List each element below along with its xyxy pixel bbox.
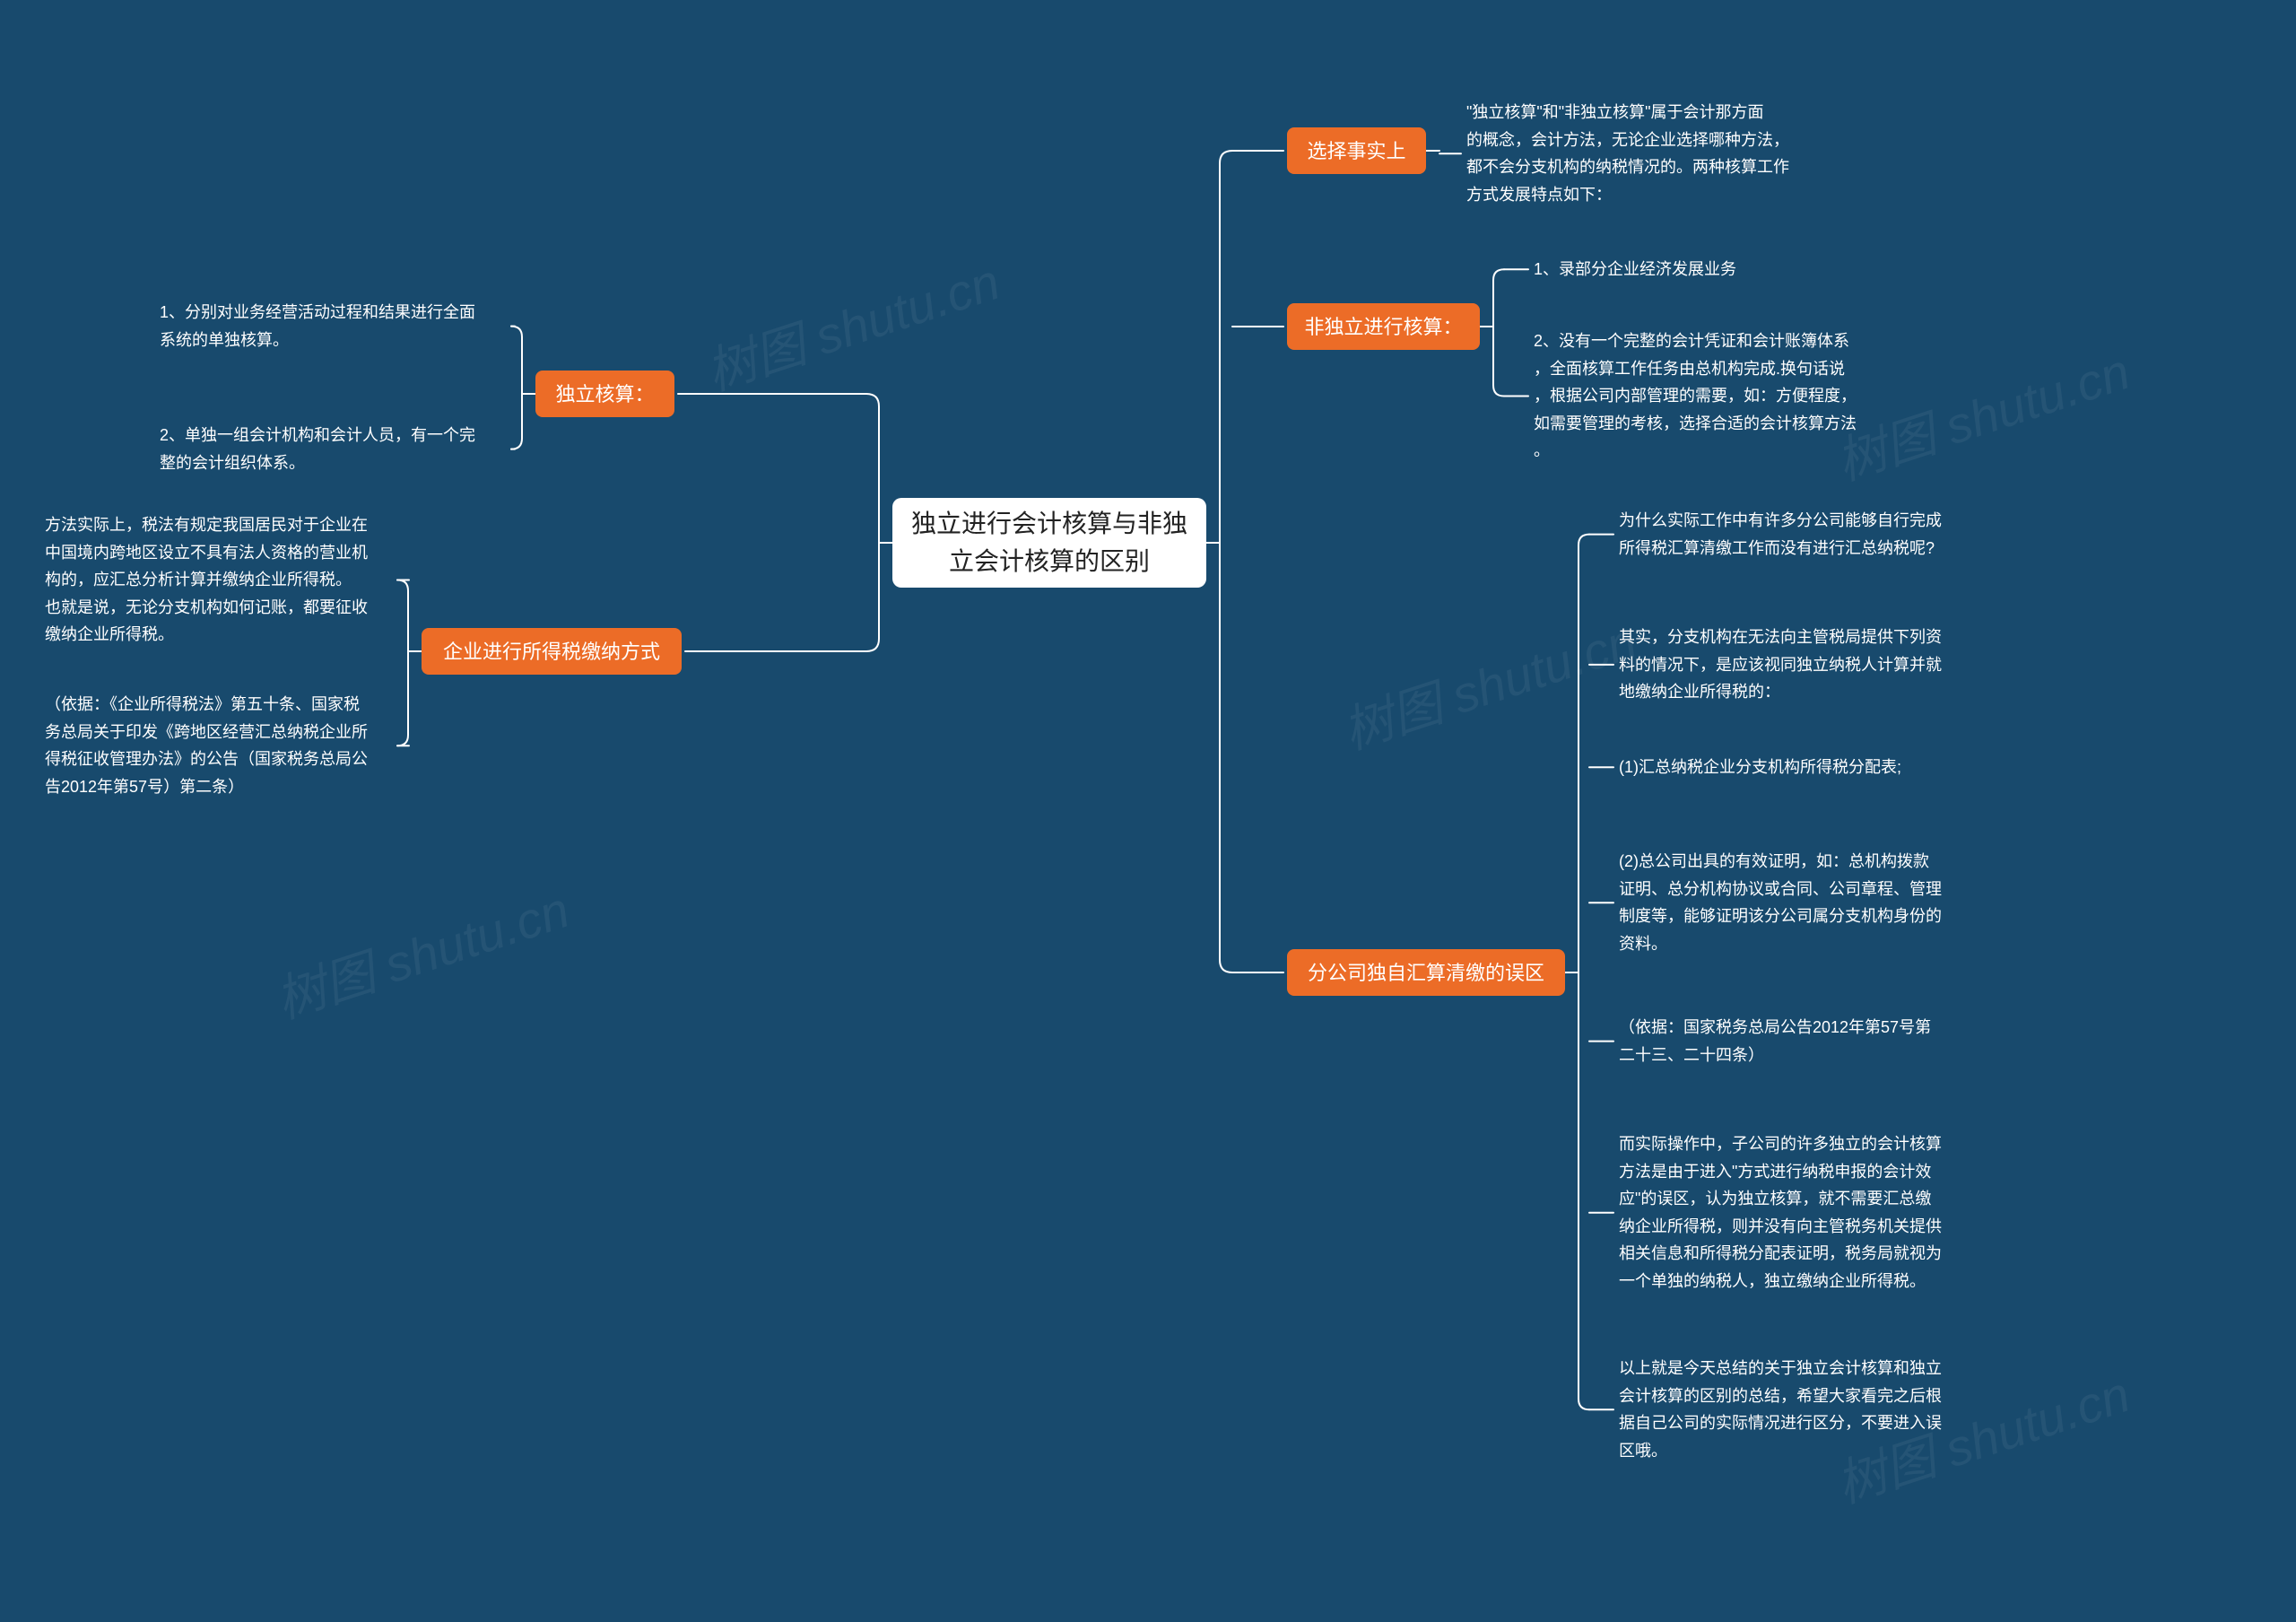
leaf-b2-1: （依据：《企业所得税法》第五十条、国家税 务总局关于印发《跨地区经营汇总纳税企业… [45, 691, 404, 800]
leaf-r1-0: "独立核算"和"非独立核算"属于会计那方面 的概念，会计方法，无论企业选择哪种方… [1466, 99, 1830, 208]
center-node-text: 独立进行会计核算与非独 立会计核算的区别 [907, 505, 1192, 580]
watermark: 树图 shutu.cn [265, 870, 578, 1033]
leaf-r3-1: 其实，分支机构在无法向主管税局提供下列资 料的情况下，是应该视同独立纳税人计算并… [1619, 624, 1982, 706]
center-node: 独立进行会计核算与非独 立会计核算的区别 [892, 498, 1206, 588]
leaf-r3-6: 以上就是今天总结的关于独立会计核算和独立 会计核算的区别的总结，希望大家看完之后… [1619, 1355, 1982, 1464]
watermark: 树图 shutu.cn [696, 242, 1008, 406]
leaf-r3-5: 而实际操作中，子公司的许多独立的会计核算 方法是由于进入"方式进行纳税申报的会计… [1619, 1130, 1982, 1295]
branch-r3: 分公司独自汇算清缴的误区 [1287, 949, 1565, 996]
branch-b2: 企业进行所得税缴纳方式 [422, 628, 682, 675]
leaf-r2-0: 1、录部分企业经济发展业务 [1534, 256, 1883, 283]
branch-r1-label: 选择事实上 [1307, 136, 1405, 166]
branch-r2: 非独立进行核算： [1287, 303, 1480, 350]
leaf-b2-0: 方法实际上，税法有规定我国居民对于企业在 中国境内跨地区设立不具有法人资格的营业… [45, 511, 404, 649]
leaf-b1-0: 1、分别对业务经营活动过程和结果进行全面 系统的单独核算。 [160, 299, 509, 353]
leaf-r2-1: 2、没有一个完整的会计凭证和会计账簿体系 ，全面核算工作任务由总机构完成.换句话… [1534, 327, 1897, 465]
branch-b1-label: 独立核算： [555, 379, 654, 409]
leaf-r3-3: (2)总公司出具的有效证明，如：总机构拨款 证明、总分机构协议或合同、公司章程、… [1619, 848, 1982, 957]
leaf-r3-0: 为什么实际工作中有许多分公司能够自行完成 所得税汇算清缴工作而没有进行汇总纳税呢… [1619, 507, 1982, 562]
branch-r3-label: 分公司独自汇算清缴的误区 [1308, 958, 1544, 988]
leaf-r3-4: （依据：国家税务总局公告2012年第57号第 二十三、二十四条） [1619, 1014, 1982, 1068]
branch-r1: 选择事实上 [1287, 127, 1426, 174]
leaf-b1-1: 2、单独一组会计机构和会计人员，有一个完 整的会计组织体系。 [160, 422, 509, 476]
watermark: 树图 shutu.cn [1333, 601, 1645, 764]
leaf-r3-2: (1)汇总纳税企业分支机构所得税分配表; [1619, 754, 1982, 781]
branch-b2-label: 企业进行所得税缴纳方式 [443, 637, 660, 667]
mindmap-canvas: 树图 shutu.cn树图 shutu.cn树图 shutu.cn树图 shut… [0, 0, 2296, 1622]
branch-r2-label: 非独立进行核算： [1304, 312, 1462, 342]
branch-b1: 独立核算： [535, 371, 674, 417]
